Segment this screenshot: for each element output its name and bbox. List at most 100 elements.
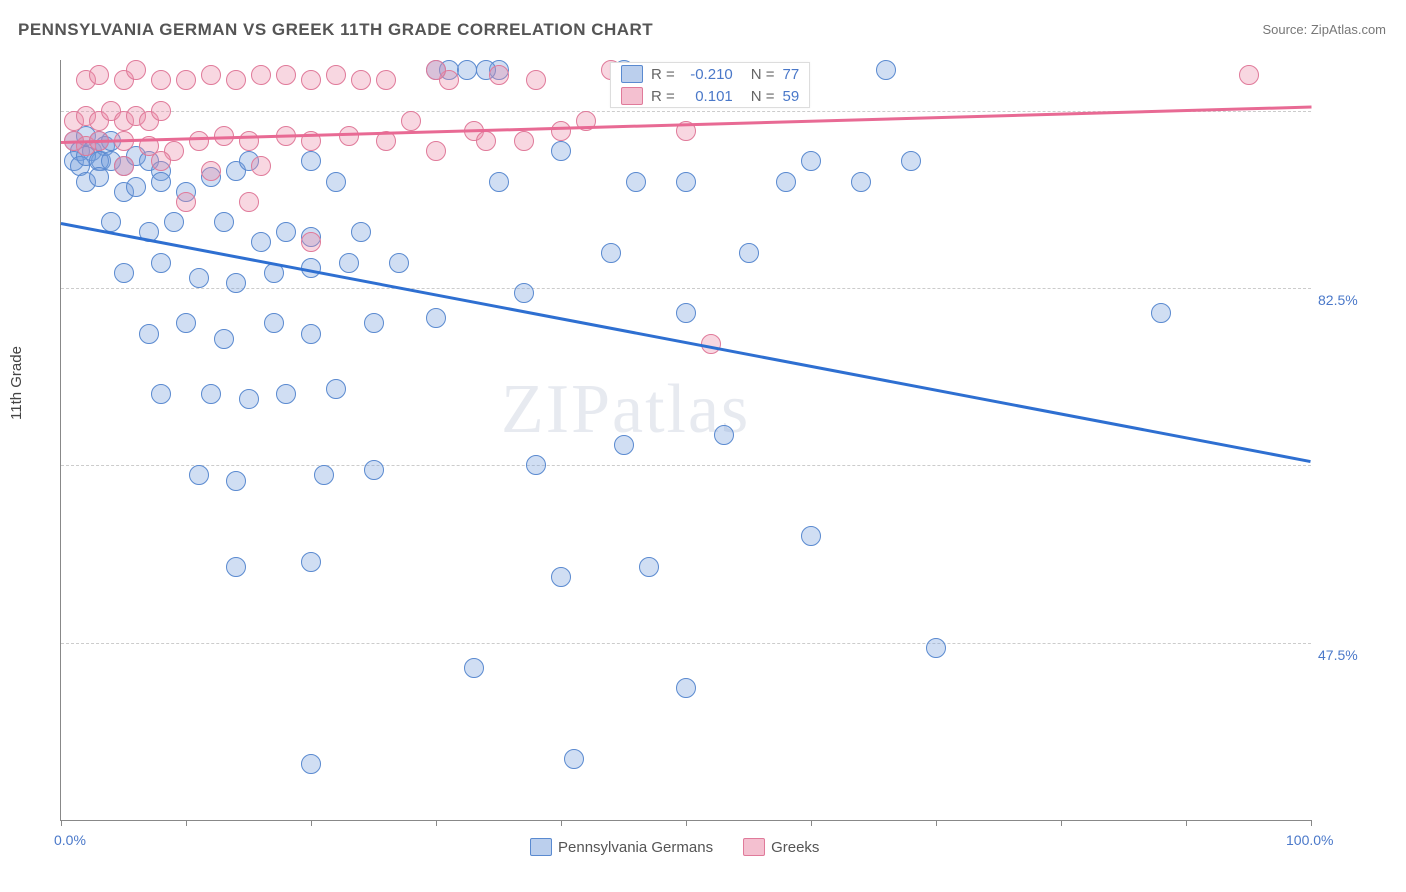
scatter-point (226, 70, 246, 90)
scatter-point (226, 557, 246, 577)
x-tick (1061, 820, 1062, 826)
scatter-point (526, 455, 546, 475)
scatter-point (326, 172, 346, 192)
n-value: 77 (783, 66, 800, 83)
scatter-point (426, 60, 446, 80)
scatter-point (639, 557, 659, 577)
scatter-point (614, 435, 634, 455)
scatter-point (314, 465, 334, 485)
scatter-point (851, 172, 871, 192)
x-tick (936, 820, 937, 826)
scatter-point (326, 379, 346, 399)
x-tick (811, 820, 812, 826)
n-label: N = (751, 66, 775, 83)
r-label: R = (651, 88, 675, 105)
source-label: Source: ZipAtlas.com (1262, 22, 1386, 37)
scatter-point (301, 151, 321, 171)
scatter-point (239, 131, 259, 151)
scatter-point (776, 172, 796, 192)
x-tick (1311, 820, 1312, 826)
gridline (61, 643, 1311, 644)
scatter-point (301, 754, 321, 774)
scatter-point (626, 172, 646, 192)
scatter-point (89, 167, 109, 187)
scatter-point (189, 131, 209, 151)
x-tick-label: 0.0% (54, 832, 86, 848)
y-tick-label: 82.5% (1318, 292, 1358, 308)
legend-swatch (743, 838, 765, 856)
scatter-point (214, 212, 234, 232)
scatter-plot: ZIPatlas (60, 60, 1311, 821)
legend-bottom: Pennsylvania Germans Greeks (530, 838, 819, 856)
scatter-point (551, 141, 571, 161)
legend-stats-row: R =0.101N =59 (611, 85, 809, 107)
scatter-point (401, 111, 421, 131)
x-tick (311, 820, 312, 826)
legend-stats-row: R =-0.210N =77 (611, 63, 809, 85)
legend-swatch (530, 838, 552, 856)
x-tick (1186, 820, 1187, 826)
scatter-point (176, 313, 196, 333)
scatter-point (126, 177, 146, 197)
scatter-point (151, 172, 171, 192)
scatter-point (101, 212, 121, 232)
r-value: -0.210 (683, 66, 733, 83)
scatter-point (151, 253, 171, 273)
gridline (61, 465, 1311, 466)
scatter-point (251, 232, 271, 252)
scatter-point (239, 192, 259, 212)
scatter-point (326, 65, 346, 85)
scatter-point (226, 273, 246, 293)
scatter-point (164, 212, 184, 232)
scatter-point (339, 126, 359, 146)
gridline (61, 288, 1311, 289)
scatter-point (189, 465, 209, 485)
legend-item: Greeks (743, 838, 819, 856)
scatter-point (457, 60, 477, 80)
scatter-point (176, 70, 196, 90)
scatter-point (114, 263, 134, 283)
scatter-point (201, 384, 221, 404)
scatter-point (201, 161, 221, 181)
scatter-point (801, 526, 821, 546)
scatter-point (714, 425, 734, 445)
x-tick (186, 820, 187, 826)
scatter-point (489, 65, 509, 85)
scatter-point (251, 65, 271, 85)
scatter-point (739, 243, 759, 263)
scatter-point (351, 222, 371, 242)
scatter-point (514, 283, 534, 303)
scatter-point (476, 131, 496, 151)
x-tick (436, 820, 437, 826)
scatter-point (551, 121, 571, 141)
scatter-point (376, 70, 396, 90)
scatter-point (514, 131, 534, 151)
x-tick (686, 820, 687, 826)
legend-swatch (621, 87, 643, 105)
y-axis-label: 11th Grade (8, 346, 25, 420)
scatter-point (151, 70, 171, 90)
x-tick (61, 820, 62, 826)
scatter-point (301, 232, 321, 252)
scatter-point (151, 151, 171, 171)
y-tick-label: 47.5% (1318, 647, 1358, 663)
scatter-point (426, 141, 446, 161)
scatter-point (364, 313, 384, 333)
legend-swatch (621, 65, 643, 83)
scatter-point (189, 268, 209, 288)
r-value: 0.101 (683, 88, 733, 105)
trend-line (61, 222, 1311, 463)
scatter-point (351, 70, 371, 90)
scatter-point (489, 172, 509, 192)
scatter-point (551, 567, 571, 587)
x-tick (561, 820, 562, 826)
scatter-point (1239, 65, 1259, 85)
scatter-point (526, 70, 546, 90)
scatter-point (301, 324, 321, 344)
legend-item: Pennsylvania Germans (530, 838, 713, 856)
scatter-point (151, 101, 171, 121)
scatter-point (201, 65, 221, 85)
scatter-point (126, 60, 146, 80)
scatter-point (226, 471, 246, 491)
scatter-point (301, 552, 321, 572)
